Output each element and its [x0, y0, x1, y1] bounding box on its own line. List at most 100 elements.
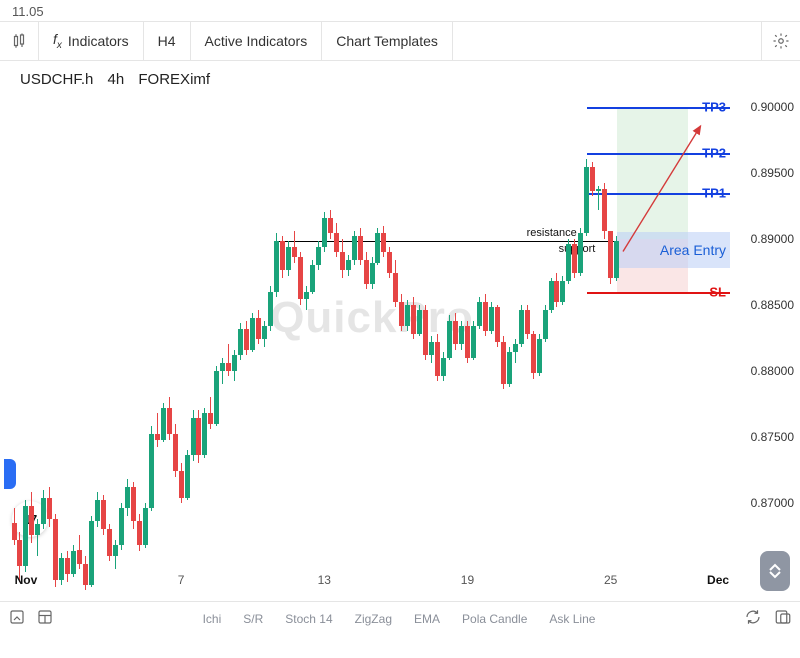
candlestick [590, 162, 595, 196]
candlestick [537, 334, 542, 376]
snapshot-icon[interactable] [774, 608, 792, 629]
candlestick [543, 305, 548, 342]
candlestick [274, 233, 279, 296]
indicator-link[interactable]: S/R [243, 612, 263, 626]
candlestick [256, 310, 261, 344]
indicators-button[interactable]: fx Indicators [39, 22, 144, 60]
candlestick [507, 347, 512, 387]
bottom-toolbar: Ichi S/R Stoch 14 ZigZag EMA Pola Candle Ask L… [0, 601, 800, 635]
note-icon[interactable] [8, 608, 26, 629]
candlestick [375, 228, 380, 265]
candlestick [459, 321, 464, 350]
candlestick [250, 313, 255, 353]
candlestick [370, 257, 375, 289]
y-tick-label: 0.90000 [751, 100, 794, 114]
candlestick [161, 403, 166, 443]
side-handle[interactable] [4, 459, 16, 489]
candlestick [513, 339, 518, 363]
y-tick-label: 0.87000 [751, 496, 794, 510]
time-label: 11.05 [0, 0, 800, 21]
y-tick-label: 0.88000 [751, 364, 794, 378]
candlestick [560, 276, 565, 305]
candlestick [554, 273, 559, 307]
candlestick [602, 183, 607, 238]
candlestick [441, 352, 446, 381]
candlestick [125, 479, 130, 516]
x-axis[interactable]: Nov7131925Dec [14, 573, 730, 595]
candlestick [167, 397, 172, 439]
candlestick [143, 503, 148, 548]
candlestick [519, 305, 524, 347]
candlestick [286, 241, 291, 275]
candlestick [465, 321, 470, 363]
layout-icon[interactable] [36, 608, 54, 629]
candlestick [155, 413, 160, 447]
candlestick [328, 210, 333, 239]
candlestick [196, 410, 201, 463]
y-tick-label: 0.87500 [751, 430, 794, 444]
indicator-link[interactable]: ZigZag [355, 612, 392, 626]
candlestick [483, 294, 488, 336]
candlestick [185, 450, 190, 500]
candlestick [364, 252, 369, 289]
candlestick [423, 305, 428, 360]
candlestick [572, 239, 577, 279]
chart-area[interactable]: USDCHF.h 4h FOREXimf QuickPro 17 TP3TP2T… [0, 61, 800, 601]
candlestick [214, 366, 219, 427]
resistance-label: resistance [527, 227, 577, 239]
chart-templates-button[interactable]: Chart Templates [322, 22, 453, 60]
candlestick [173, 424, 178, 477]
candlestick [566, 239, 571, 284]
candlestick [119, 503, 124, 551]
candlestick [220, 358, 225, 384]
settings-button[interactable] [761, 22, 800, 60]
symbol-provider: FOREXimf [138, 71, 210, 88]
indicator-link[interactable]: Ichi [203, 612, 222, 626]
indicator-link[interactable]: Pola Candle [462, 612, 527, 626]
candlestick [244, 321, 249, 355]
projection-arrow [617, 120, 707, 258]
candlestick [41, 490, 46, 530]
candlestick [471, 321, 476, 361]
candlestick [101, 495, 106, 535]
indicator-list: Ichi S/R Stoch 14 ZigZag EMA Pola Candle Ask L… [72, 612, 726, 626]
indicator-link[interactable]: EMA [414, 612, 440, 626]
y-axis[interactable]: 0.900000.895000.890000.885000.880000.875… [730, 67, 800, 569]
candlestick [298, 252, 303, 305]
candlestick [501, 336, 506, 389]
candlestick [238, 323, 243, 360]
candlestick [47, 487, 52, 527]
candlestick [232, 350, 237, 382]
candlestick [334, 223, 339, 257]
candlestick [23, 500, 28, 571]
candlestick [149, 426, 154, 511]
candlestick [453, 313, 458, 350]
toolbar-spacer [453, 22, 761, 60]
candlestick [268, 286, 273, 331]
candlestick [549, 278, 554, 312]
candlestick [495, 305, 500, 347]
sl-label: SL [709, 284, 726, 299]
candlestick [77, 535, 82, 569]
candlestick [137, 514, 142, 551]
candlestick [531, 331, 536, 379]
symbol-interval: 4h [108, 71, 125, 88]
candlestick [393, 260, 398, 308]
timeframe-button[interactable]: H4 [144, 22, 191, 60]
y-tick-label: 0.89500 [751, 166, 794, 180]
candlestick [584, 159, 589, 236]
indicator-link[interactable]: Ask Line [549, 612, 595, 626]
candlestick [95, 492, 100, 526]
candlestick [226, 344, 231, 376]
candlestick [340, 239, 345, 279]
candlestick [477, 297, 482, 329]
candle-tool-icon[interactable] [0, 22, 39, 60]
indicator-link[interactable]: Stoch 14 [285, 612, 332, 626]
candlestick [107, 524, 112, 561]
scroll-updown-button[interactable] [760, 551, 790, 591]
y-tick-label: 0.89000 [751, 232, 794, 246]
refresh-icon[interactable] [744, 608, 762, 629]
indicators-label: Indicators [68, 33, 129, 49]
active-indicators-button[interactable]: Active Indicators [191, 22, 323, 60]
price-plot[interactable]: USDCHF.h 4h FOREXimf QuickPro 17 TP3TP2T… [14, 67, 730, 569]
